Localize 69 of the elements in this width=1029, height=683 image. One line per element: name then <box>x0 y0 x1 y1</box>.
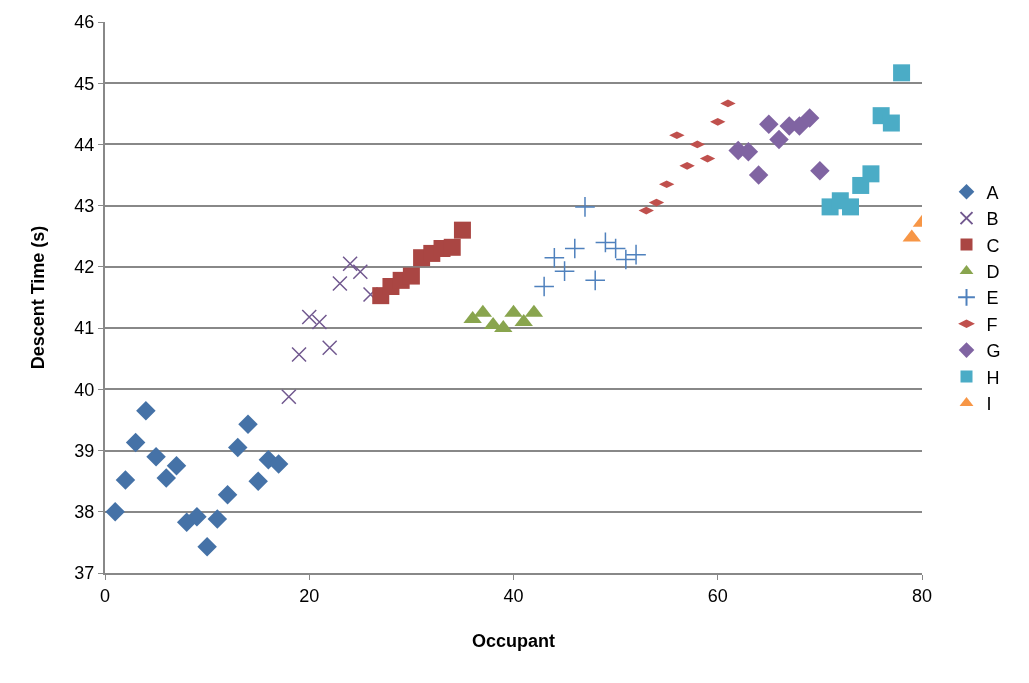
point <box>156 468 177 488</box>
point <box>810 161 830 181</box>
legend-label: H <box>986 367 1000 388</box>
point <box>799 108 820 128</box>
point <box>321 339 338 356</box>
point <box>187 506 207 527</box>
x-tick-label: 60 <box>707 585 728 606</box>
x-tick-label: 20 <box>299 585 320 606</box>
point <box>228 437 248 458</box>
point <box>136 401 156 421</box>
point <box>574 196 596 218</box>
y-tick-label: 45 <box>74 73 95 94</box>
x-tick-label: 80 <box>911 585 933 606</box>
y-tick-label: 39 <box>74 440 95 461</box>
point <box>248 471 268 491</box>
legend-label: I <box>986 393 992 414</box>
point <box>146 446 166 467</box>
point <box>342 256 358 272</box>
point <box>893 64 911 82</box>
point <box>402 267 420 285</box>
y-tick-label: 38 <box>74 502 95 523</box>
point <box>769 129 789 150</box>
point <box>291 346 307 363</box>
y-tick-label: 41 <box>74 318 95 339</box>
point <box>352 264 369 280</box>
legend-label: B <box>986 209 999 230</box>
y-tick-label: 40 <box>74 379 95 400</box>
point <box>564 237 586 260</box>
legend-label: G <box>986 341 1001 362</box>
point <box>197 536 217 557</box>
point <box>625 244 647 266</box>
point <box>311 314 328 330</box>
y-tick-label: 46 <box>74 12 95 33</box>
point <box>301 309 317 325</box>
point <box>166 456 187 476</box>
y-tick-label: 42 <box>74 257 95 278</box>
point <box>453 221 471 239</box>
point <box>543 247 565 269</box>
x-tick-label: 0 <box>99 585 111 606</box>
point <box>584 269 606 291</box>
point <box>105 502 125 522</box>
point <box>268 454 289 474</box>
legend-label: A <box>986 182 999 203</box>
legend-label: D <box>986 261 1000 282</box>
point <box>217 484 238 505</box>
point <box>554 260 576 282</box>
point <box>115 470 136 490</box>
legend-label: F <box>986 314 998 335</box>
y-tick-label: 44 <box>74 134 95 155</box>
y-axis-title: Descent Time (s) <box>28 225 49 370</box>
point <box>207 509 228 529</box>
point <box>238 414 258 434</box>
x-axis-title: Occupant <box>471 631 556 652</box>
point <box>862 165 880 183</box>
y-tick-label: 37 <box>74 563 95 584</box>
x-tick-label: 40 <box>503 585 524 606</box>
point <box>594 231 616 253</box>
point <box>125 432 146 453</box>
legend-label: C <box>986 235 1000 256</box>
point <box>533 275 555 298</box>
point <box>443 238 461 256</box>
point <box>332 275 348 292</box>
legend-label: E <box>986 288 999 309</box>
point <box>748 165 769 185</box>
point <box>281 388 297 405</box>
point <box>882 114 900 132</box>
y-tick-label: 43 <box>74 195 95 216</box>
point <box>759 114 779 134</box>
point <box>842 198 860 216</box>
